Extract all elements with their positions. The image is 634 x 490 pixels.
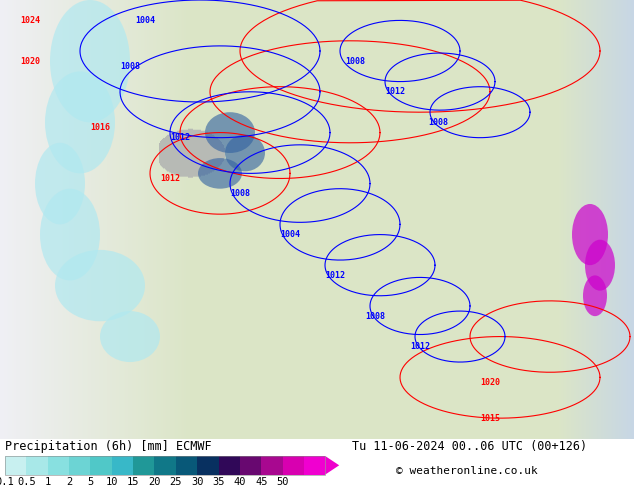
Bar bbox=[176, 456, 197, 474]
Bar bbox=[5, 456, 27, 474]
Bar bbox=[304, 456, 325, 474]
Text: 1020: 1020 bbox=[20, 57, 40, 66]
Text: 20: 20 bbox=[148, 477, 161, 487]
Bar bbox=[69, 456, 91, 474]
Text: 15: 15 bbox=[127, 477, 139, 487]
Bar bbox=[261, 456, 283, 474]
Text: 1024: 1024 bbox=[20, 16, 40, 25]
Bar bbox=[197, 456, 219, 474]
Ellipse shape bbox=[198, 158, 242, 189]
Text: 1004: 1004 bbox=[280, 230, 300, 239]
Text: 5: 5 bbox=[87, 477, 94, 487]
Text: 1012: 1012 bbox=[385, 87, 405, 97]
Text: 1012: 1012 bbox=[325, 271, 345, 280]
Text: 1020: 1020 bbox=[480, 378, 500, 387]
Text: 0.1: 0.1 bbox=[0, 477, 15, 487]
Text: 45: 45 bbox=[255, 477, 268, 487]
Bar bbox=[219, 456, 240, 474]
Ellipse shape bbox=[225, 135, 265, 171]
Text: 1015: 1015 bbox=[480, 414, 500, 423]
Text: 1012: 1012 bbox=[170, 133, 190, 142]
Bar bbox=[155, 456, 176, 474]
Ellipse shape bbox=[45, 72, 115, 173]
Text: 1008: 1008 bbox=[120, 62, 140, 71]
Ellipse shape bbox=[40, 189, 100, 280]
Text: 35: 35 bbox=[212, 477, 225, 487]
Text: 2: 2 bbox=[66, 477, 72, 487]
Text: 10: 10 bbox=[105, 477, 118, 487]
Text: 1: 1 bbox=[44, 477, 51, 487]
Text: 1008: 1008 bbox=[230, 189, 250, 198]
Text: 40: 40 bbox=[233, 477, 246, 487]
Bar bbox=[240, 456, 261, 474]
Ellipse shape bbox=[55, 250, 145, 321]
Bar bbox=[91, 456, 112, 474]
Ellipse shape bbox=[572, 204, 608, 265]
Bar bbox=[112, 456, 133, 474]
Text: 1008: 1008 bbox=[428, 118, 448, 127]
Ellipse shape bbox=[585, 240, 615, 291]
Text: 30: 30 bbox=[191, 477, 204, 487]
Text: 1008: 1008 bbox=[365, 312, 385, 320]
Ellipse shape bbox=[583, 275, 607, 316]
Text: 1004: 1004 bbox=[135, 16, 155, 25]
Text: 1012: 1012 bbox=[410, 342, 430, 351]
Polygon shape bbox=[325, 456, 339, 474]
Ellipse shape bbox=[50, 0, 130, 122]
Bar bbox=[283, 456, 304, 474]
Ellipse shape bbox=[205, 112, 255, 153]
Text: Tu 11-06-2024 00..06 UTC (00+126): Tu 11-06-2024 00..06 UTC (00+126) bbox=[352, 440, 587, 453]
Bar bbox=[133, 456, 155, 474]
Ellipse shape bbox=[35, 143, 85, 224]
Text: © weatheronline.co.uk: © weatheronline.co.uk bbox=[396, 466, 538, 476]
Bar bbox=[5, 456, 325, 474]
Text: 0.5: 0.5 bbox=[17, 477, 36, 487]
Text: 25: 25 bbox=[169, 477, 182, 487]
Text: 50: 50 bbox=[276, 477, 289, 487]
Text: 1008: 1008 bbox=[345, 57, 365, 66]
Text: 1012: 1012 bbox=[160, 174, 180, 183]
Bar bbox=[27, 456, 48, 474]
Ellipse shape bbox=[100, 311, 160, 362]
Text: 1016: 1016 bbox=[90, 123, 110, 132]
Bar bbox=[48, 456, 69, 474]
Text: Precipitation (6h) [mm] ECMWF: Precipitation (6h) [mm] ECMWF bbox=[5, 440, 212, 453]
